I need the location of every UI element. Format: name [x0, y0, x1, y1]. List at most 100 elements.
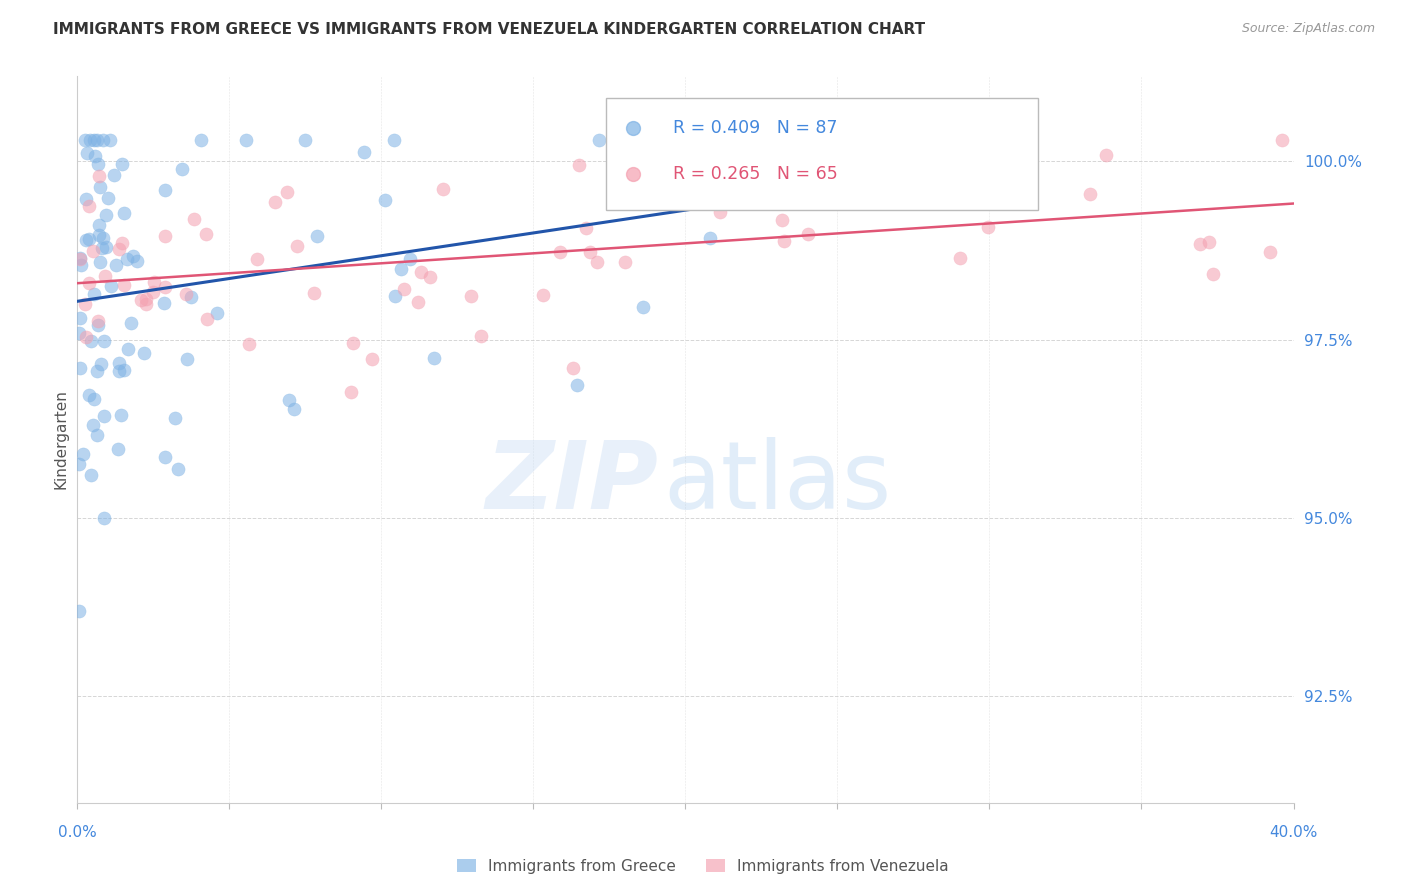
- Point: [67, 457, 90, 471]
- Point: [294, 133, 316, 147]
- Point: [153, 450, 176, 465]
- Point: [562, 361, 585, 376]
- Point: [69, 361, 91, 376]
- Y-axis label: Kindergarten: Kindergarten: [53, 390, 69, 489]
- Point: [153, 279, 176, 293]
- Point: [69, 251, 91, 265]
- Point: [977, 219, 1000, 234]
- Point: [75, 233, 97, 247]
- Point: [111, 157, 134, 171]
- Point: [636, 187, 658, 202]
- Point: [94, 269, 117, 284]
- Point: [384, 288, 406, 302]
- Point: [135, 292, 157, 306]
- Point: [103, 168, 125, 182]
- Point: [419, 269, 441, 284]
- Point: [75, 329, 97, 343]
- Legend: Immigrants from Greece, Immigrants from Venezuela: Immigrants from Greece, Immigrants from …: [451, 853, 955, 880]
- FancyBboxPatch shape: [606, 97, 1038, 211]
- Point: [93, 409, 115, 424]
- Point: [190, 133, 212, 147]
- Point: [108, 355, 131, 369]
- Point: [80, 334, 103, 349]
- Point: [548, 244, 571, 259]
- Point: [152, 295, 174, 310]
- Point: [83, 392, 105, 406]
- Text: R = 0.265   N = 65: R = 0.265 N = 65: [673, 165, 838, 183]
- Point: [238, 337, 260, 351]
- Point: [567, 377, 589, 392]
- Point: [382, 133, 405, 147]
- Point: [779, 192, 801, 206]
- Point: [1095, 147, 1118, 161]
- Point: [1078, 187, 1101, 202]
- Point: [135, 297, 157, 311]
- Point: [340, 385, 363, 400]
- Text: IMMIGRANTS FROM GREECE VS IMMIGRANTS FROM VENEZUELA KINDERGARTEN CORRELATION CHA: IMMIGRANTS FROM GREECE VS IMMIGRANTS FRO…: [53, 22, 925, 37]
- Point: [797, 227, 820, 242]
- Point: [568, 158, 591, 172]
- Point: [77, 232, 100, 246]
- Point: [79, 276, 101, 290]
- Point: [82, 418, 104, 433]
- Text: 40.0%: 40.0%: [1270, 825, 1317, 840]
- Text: ZIP: ZIP: [486, 437, 658, 529]
- Point: [1271, 133, 1294, 147]
- Point: [121, 249, 143, 263]
- Point: [631, 300, 654, 314]
- Point: [114, 277, 136, 292]
- Point: [73, 296, 96, 310]
- Point: [105, 258, 128, 272]
- Point: [93, 511, 115, 525]
- Point: [69, 252, 91, 266]
- Point: [89, 218, 111, 232]
- Point: [586, 254, 609, 268]
- Point: [423, 351, 446, 366]
- Text: Source: ZipAtlas.com: Source: ZipAtlas.com: [1241, 22, 1375, 36]
- Point: [115, 252, 138, 267]
- Point: [174, 287, 197, 301]
- Point: [97, 191, 120, 205]
- Point: [163, 411, 186, 425]
- Text: R = 0.409   N = 87: R = 0.409 N = 87: [673, 120, 838, 137]
- Point: [87, 169, 110, 184]
- Point: [342, 336, 364, 351]
- Point: [83, 149, 105, 163]
- Text: atlas: atlas: [664, 437, 891, 529]
- Point: [107, 442, 129, 456]
- Point: [246, 252, 269, 266]
- Point: [1258, 245, 1281, 260]
- Point: [96, 240, 118, 254]
- Point: [183, 212, 205, 227]
- Point: [276, 186, 298, 200]
- Point: [411, 265, 433, 279]
- Point: [470, 329, 492, 343]
- Point: [79, 133, 101, 147]
- Point: [699, 231, 721, 245]
- Point: [112, 362, 135, 376]
- Point: [460, 288, 482, 302]
- Point: [1188, 236, 1211, 251]
- Point: [406, 295, 429, 310]
- Text: 0.0%: 0.0%: [58, 825, 97, 840]
- Point: [575, 221, 598, 235]
- Point: [91, 231, 114, 245]
- Point: [949, 251, 972, 265]
- Point: [93, 334, 115, 348]
- Point: [77, 388, 100, 402]
- Point: [361, 351, 384, 366]
- Point: [80, 468, 103, 483]
- Point: [67, 604, 90, 618]
- Point: [531, 287, 554, 301]
- Point: [205, 306, 228, 320]
- Point: [353, 145, 375, 159]
- Point: [89, 179, 111, 194]
- Point: [285, 239, 308, 253]
- Point: [91, 241, 114, 255]
- Point: [153, 183, 176, 197]
- Point: [82, 244, 104, 258]
- Point: [579, 245, 602, 260]
- Point: [111, 235, 134, 250]
- Point: [87, 157, 110, 171]
- Point: [108, 242, 131, 256]
